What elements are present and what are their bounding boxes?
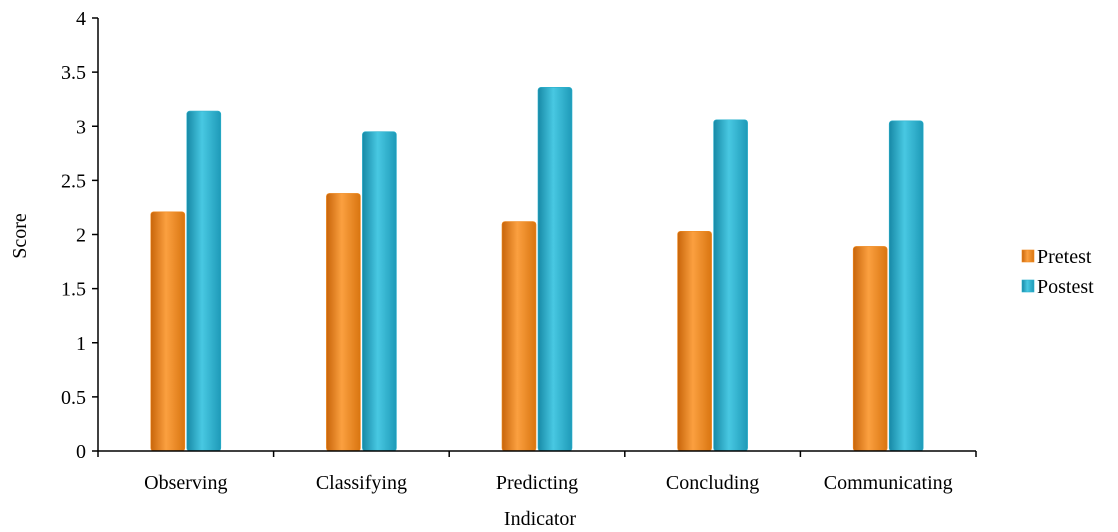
bar-pretest-predicting	[501, 221, 537, 452]
bar-pretest-classifying	[326, 193, 361, 452]
legend-label-pretest: Pretest	[1037, 246, 1092, 268]
y-tick-label: 0	[76, 441, 86, 463]
bar-postest-predicting	[537, 86, 573, 452]
y-tick-label: 3	[76, 116, 86, 138]
y-tick-label: 4	[76, 8, 86, 30]
bar-postest-concluding	[713, 119, 748, 452]
x-tick-label-communicating: Communicating	[824, 472, 953, 494]
x-tick-label-observing: Observing	[144, 472, 227, 494]
y-tick-label: 0.5	[61, 387, 86, 409]
y-tick-label: 2.5	[61, 170, 86, 192]
x-tick-label-concluding: Concluding	[666, 472, 759, 494]
bar-postest-communicating	[888, 120, 924, 452]
bars-layer	[150, 86, 924, 452]
bar-pretest-observing	[150, 211, 186, 452]
y-tick-label: 1.5	[61, 279, 86, 301]
axes-layer	[92, 17, 977, 457]
labels-layer: 0 0.5 1 1.5 2 2.5 3 3.5 4 Observing Classifying Pre…	[61, 8, 953, 494]
legend-label-postest: Postest	[1037, 276, 1094, 298]
bar-postest-observing	[186, 110, 222, 452]
x-tick-label-predicting: Predicting	[496, 472, 578, 494]
bar-pretest-communicating	[852, 246, 888, 452]
y-tick-label: 2	[76, 225, 86, 247]
legend: Pretest Postest	[1021, 246, 1094, 298]
y-tick-label: 1	[76, 333, 86, 355]
bar-pretest-concluding	[677, 230, 712, 452]
x-tick-label-classifying: Classifying	[316, 472, 407, 494]
x-axis-title: Indicator	[504, 508, 577, 530]
y-axis-title: Score	[9, 213, 31, 259]
legend-swatch-pretest	[1021, 249, 1035, 263]
y-tick-label: 3.5	[61, 62, 86, 84]
legend-swatch-postest	[1021, 279, 1035, 293]
bar-postest-classifying	[362, 131, 397, 452]
